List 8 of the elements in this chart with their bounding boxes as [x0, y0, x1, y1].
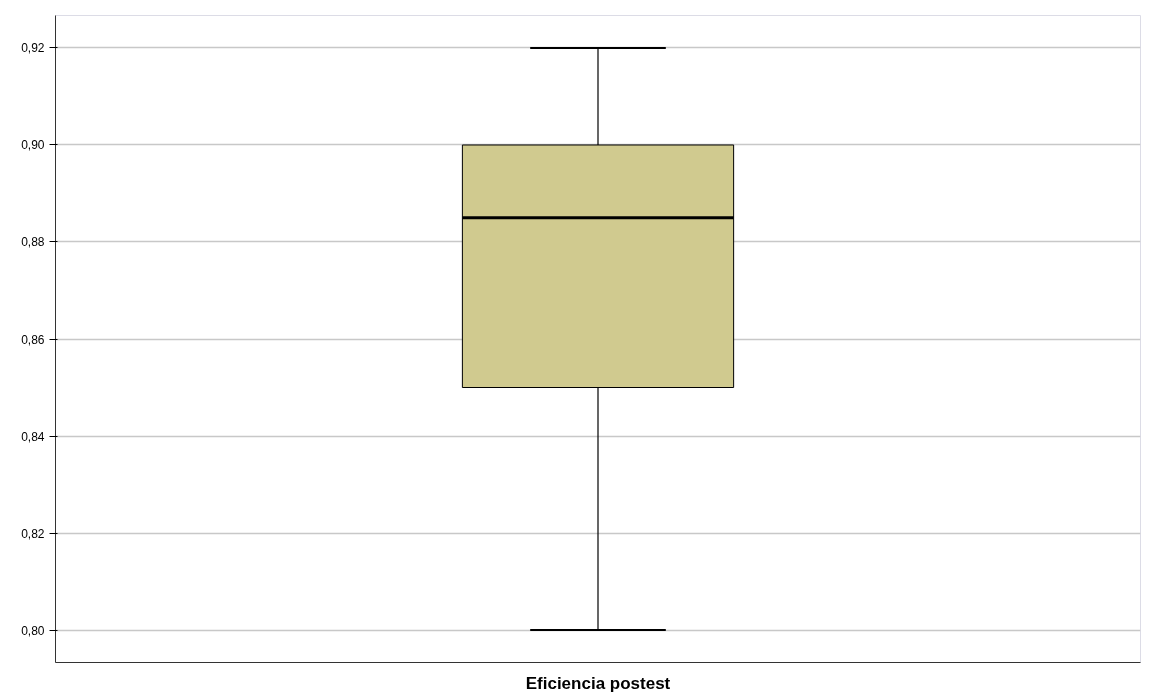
- y-tick-label: 0,88: [21, 235, 45, 250]
- y-tick-label: 0,84: [21, 429, 45, 444]
- y-tick-label: 0,82: [21, 526, 45, 541]
- y-tick-label: 0,86: [21, 332, 45, 347]
- y-tick-label: 0,92: [21, 41, 45, 56]
- y-tick-label: 0,90: [21, 138, 45, 153]
- y-tick-label: 0,80: [21, 623, 45, 638]
- x-tick-label: Eficiencia postest: [525, 673, 671, 693]
